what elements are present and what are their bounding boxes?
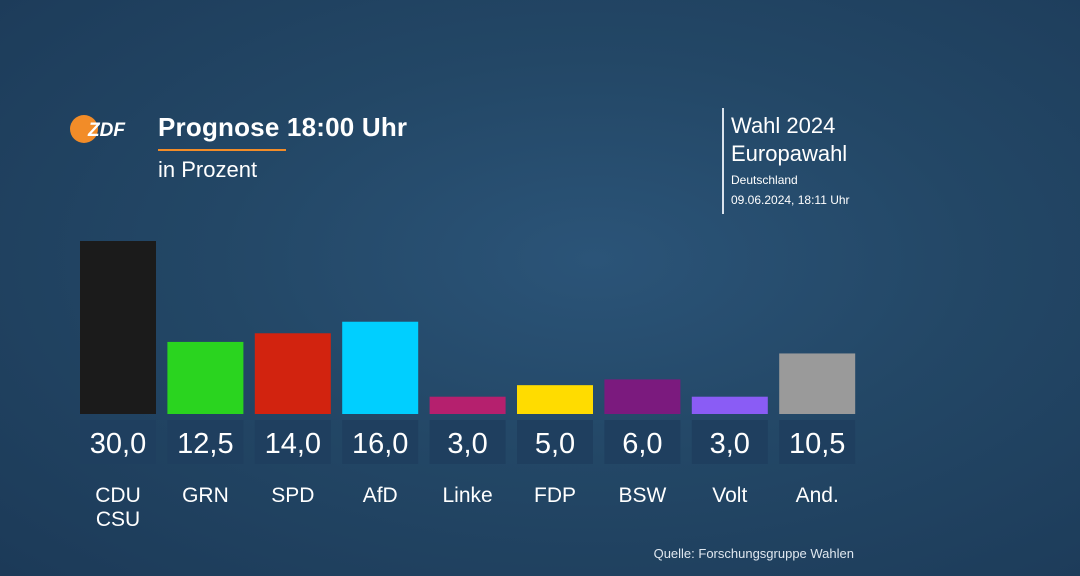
bar-2 bbox=[254, 333, 331, 414]
value-label-8: 10,5 bbox=[789, 428, 845, 460]
logo-text: ZDF bbox=[87, 120, 126, 141]
title-underline bbox=[158, 149, 286, 151]
value-label-5: 5,0 bbox=[535, 428, 575, 460]
value-label-6: 6,0 bbox=[622, 428, 662, 460]
election-info: Wahl 2024 Europawahl Deutschland 09.06.2… bbox=[731, 112, 850, 210]
election-region: Deutschland bbox=[731, 173, 798, 187]
bar-8 bbox=[779, 353, 856, 414]
category-label-6: BSW bbox=[618, 484, 666, 507]
category-label-5: FDP bbox=[534, 484, 576, 507]
value-box-2 bbox=[254, 420, 331, 464]
chart-subtitle: in Prozent bbox=[158, 157, 258, 182]
category-label-7: Volt bbox=[712, 484, 747, 507]
zdf-logo: ZDF bbox=[70, 115, 126, 143]
value-label-0: 30,0 bbox=[90, 428, 146, 460]
category-label-4: Linke bbox=[442, 484, 492, 507]
info-divider bbox=[722, 108, 724, 214]
value-label-3: 16,0 bbox=[352, 428, 408, 460]
source-note: Quelle: Forschungsgruppe Wahlen bbox=[653, 546, 854, 561]
value-label-1: 12,5 bbox=[177, 428, 233, 460]
election-name: Europawahl bbox=[731, 141, 848, 166]
bar-7 bbox=[691, 396, 768, 414]
election-year: Wahl 2024 bbox=[731, 113, 836, 138]
bar-4 bbox=[429, 396, 506, 414]
value-label-4: 3,0 bbox=[447, 428, 487, 460]
value-box-1 bbox=[167, 420, 244, 464]
value-box-3 bbox=[342, 420, 419, 464]
election-timestamp: 09.06.2024, 18:11 Uhr bbox=[731, 193, 850, 207]
bar-1 bbox=[167, 341, 244, 414]
value-box-8 bbox=[779, 420, 856, 464]
value-box-0 bbox=[80, 420, 156, 464]
bar-3 bbox=[342, 321, 419, 414]
value-box-7 bbox=[691, 420, 768, 464]
category-label-1: GRN bbox=[182, 484, 229, 507]
category-label-2: SPD bbox=[271, 484, 314, 507]
category-label-3: AfD bbox=[363, 484, 398, 507]
bar-0 bbox=[80, 241, 156, 414]
bar-5 bbox=[517, 385, 593, 414]
value-box-4 bbox=[429, 420, 506, 464]
value-box-6 bbox=[604, 420, 681, 464]
value-label-2: 14,0 bbox=[265, 428, 321, 460]
value-label-7: 3,0 bbox=[710, 428, 750, 460]
category-label-0: CDU CSU bbox=[95, 484, 141, 531]
category-label-8: And. bbox=[796, 484, 839, 507]
value-box-5 bbox=[517, 420, 593, 464]
bar-6 bbox=[604, 379, 681, 414]
chart-title: Prognose 18:00 Uhr bbox=[158, 112, 408, 142]
